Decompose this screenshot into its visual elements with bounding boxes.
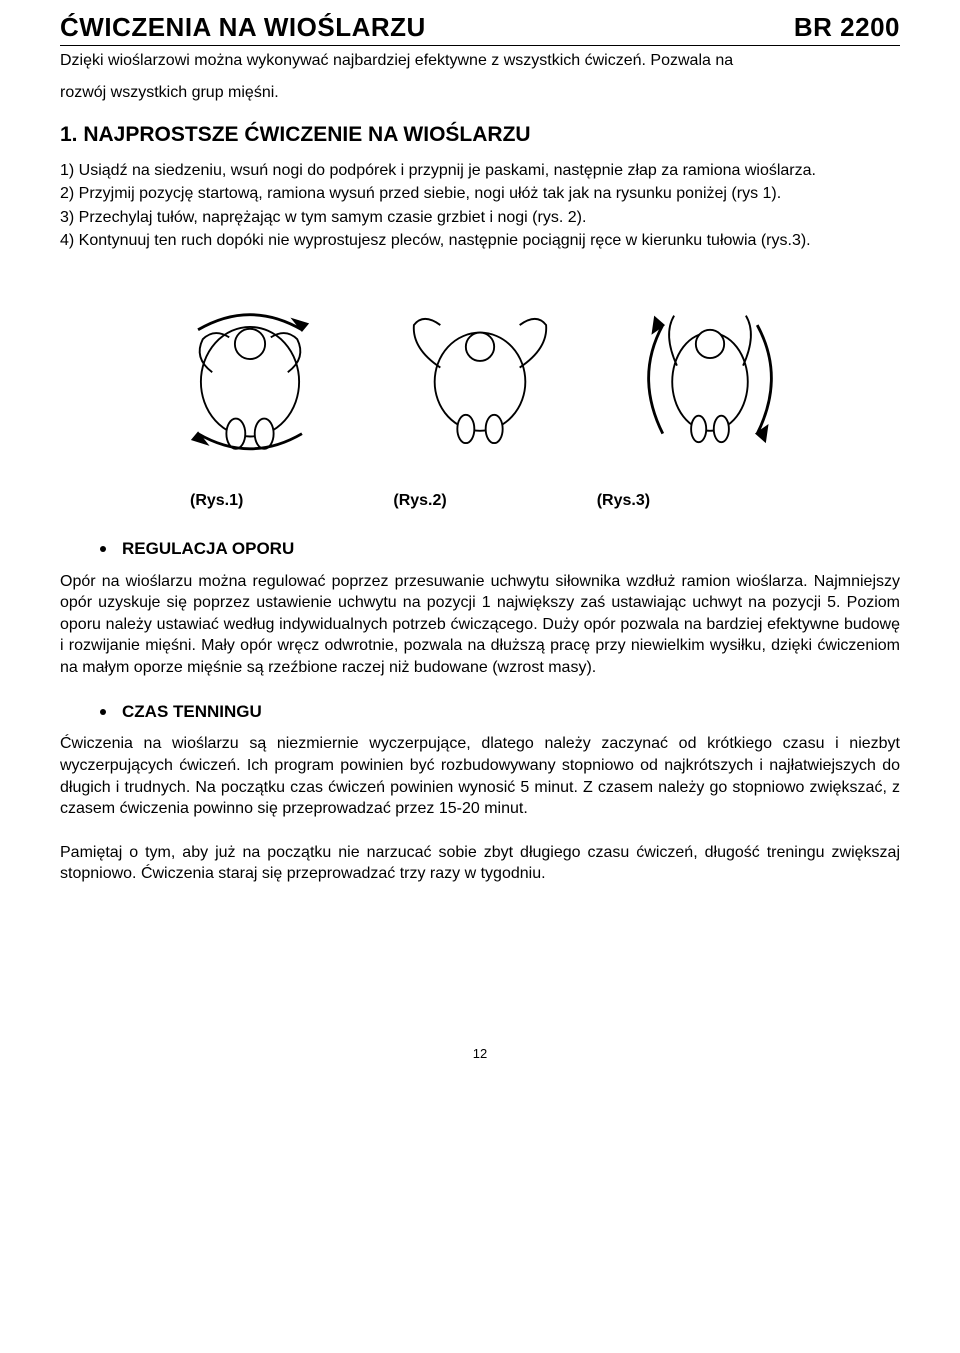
section3-heading-row: CZAS TENNINGU xyxy=(100,701,900,724)
title-right: BR 2200 xyxy=(794,10,900,45)
step-1: 1) Usiądź na siedzeniu, wsuń nogi do pod… xyxy=(60,160,900,182)
title-left: ĆWICZENIA NA WIOŚLARZU xyxy=(60,10,426,45)
section3-body2: Pamiętaj o tym, aby już na początku nie … xyxy=(60,842,900,885)
figure-2 xyxy=(385,292,575,462)
caption-3: (Rys.3) xyxy=(597,490,650,512)
caption-1: (Rys.1) xyxy=(190,490,243,512)
section3-body1: Ćwiczenia na wioślarzu są niezmiernie wy… xyxy=(60,733,900,819)
page-header: ĆWICZENIA NA WIOŚLARZU BR 2200 xyxy=(60,10,900,46)
intro-line-1: Dzięki wioślarzowi można wykonywać najba… xyxy=(60,50,900,72)
caption-2: (Rys.2) xyxy=(393,490,446,512)
figure-captions: (Rys.1) (Rys.2) (Rys.3) xyxy=(60,490,900,512)
intro-block: Dzięki wioślarzowi można wykonywać najba… xyxy=(60,50,900,103)
section2-heading-row: REGULACJA OPORU xyxy=(100,538,900,561)
section2-body: Opór na wioślarzu można regulować poprze… xyxy=(60,571,900,679)
figure-3 xyxy=(615,292,805,462)
bullet-icon xyxy=(100,546,106,552)
figure-1 xyxy=(155,292,345,462)
section1-heading: 1. NAJPROSTSZE ĆWICZENIE NA WIOŚLARZU xyxy=(60,121,900,149)
steps-list: 1) Usiądź na siedzeniu, wsuń nogi do pod… xyxy=(60,160,900,252)
intro-line-2: rozwój wszystkich grup mięśni. xyxy=(60,82,900,104)
step-2: 2) Przyjmij pozycję startową, ramiona wy… xyxy=(60,183,900,205)
step-4: 4) Kontynuuj ten ruch dopóki nie wyprost… xyxy=(60,230,900,252)
step-3: 3) Przechylaj tułów, naprężając w tym sa… xyxy=(60,207,900,229)
page-number: 12 xyxy=(60,1045,900,1063)
bullet-icon xyxy=(100,709,106,715)
figures-row xyxy=(60,292,900,462)
section3-heading: CZAS TENNINGU xyxy=(122,701,262,724)
section2-heading: REGULACJA OPORU xyxy=(122,538,294,561)
